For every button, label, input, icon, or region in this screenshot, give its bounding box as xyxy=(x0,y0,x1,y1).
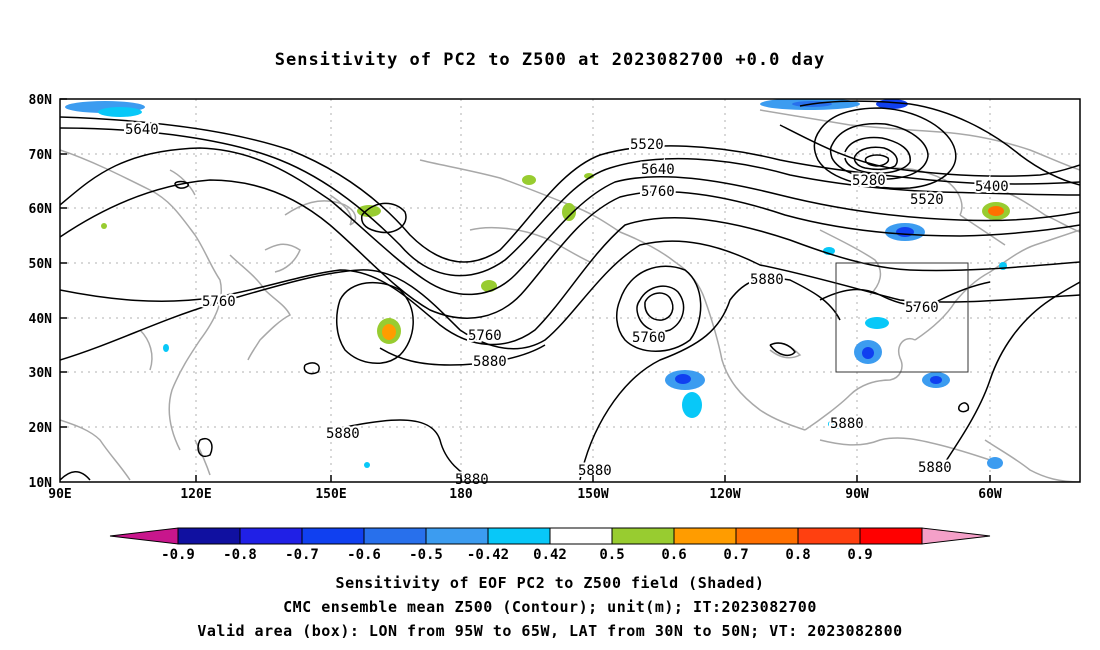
colorbar-tick-label: -0.7 xyxy=(285,547,319,563)
colorbar-segment xyxy=(177,527,241,545)
colorbar: -0.9 -0.8 -0.7 -0.6 -0.5 -0.42 0.42 0.5 0.6 0.7 0.… xyxy=(109,527,991,563)
contour-label: 5760 xyxy=(641,184,675,200)
colorbar-tick-label: 0.8 xyxy=(785,547,810,563)
lat-label: 10N xyxy=(29,476,53,491)
contour-label: 5880 xyxy=(473,354,507,370)
colorbar-max-arrow xyxy=(921,527,991,545)
colorbar-tick-label: 0.42 xyxy=(533,547,567,563)
contour-label: 5280 xyxy=(852,173,886,189)
colorbar-tick-label: 0.5 xyxy=(599,547,624,563)
colorbar-segment xyxy=(859,527,923,545)
colorbar-tick-label: -0.6 xyxy=(347,547,381,563)
lon-label: 90W xyxy=(845,487,869,502)
contour-labels: 5640 5520 5640 5760 5280 5400 5520 5760 … xyxy=(123,120,1011,490)
contour-label: 5880 xyxy=(750,272,784,288)
colorbar-segment xyxy=(611,527,675,545)
colorbar-min-arrow xyxy=(109,527,179,545)
longitude-labels: 90E 120E 150E 180 150W 120W 90W 60W xyxy=(48,487,1002,502)
colorbar-segment xyxy=(239,527,303,545)
grid-lines xyxy=(60,99,1080,482)
colorbar-segment xyxy=(301,527,365,545)
lon-label: 150E xyxy=(315,487,346,502)
colorbar-tick-label: -0.8 xyxy=(223,547,257,563)
map-frame xyxy=(59,98,1081,483)
contour-label: 5400 xyxy=(975,179,1009,195)
colorbar-segment xyxy=(425,527,489,545)
colorbar-tick-label: -0.42 xyxy=(467,547,509,563)
lon-label: 150W xyxy=(577,487,608,502)
contour-label: 5880 xyxy=(830,416,864,432)
caption-line-1: Sensitivity of EOF PC2 to Z500 field (Sh… xyxy=(335,574,765,592)
valid-area-box xyxy=(835,262,969,373)
colorbar-tick-label: 0.6 xyxy=(661,547,686,563)
contour-label: 5760 xyxy=(905,300,939,316)
coastlines xyxy=(60,109,1080,482)
caption-line-2: CMC ensemble mean Z500 (Contour); unit(m… xyxy=(283,598,817,616)
colorbar-tick-label: -0.9 xyxy=(161,547,195,563)
lat-label: 40N xyxy=(29,312,53,327)
colorbar-tick-label: -0.5 xyxy=(409,547,443,563)
axis-ticks xyxy=(60,98,991,482)
plot-title: Sensitivity of PC2 to Z500 at 2023082700… xyxy=(274,50,826,70)
lon-label: 120W xyxy=(709,487,740,502)
lat-label: 20N xyxy=(29,421,53,436)
colorbar-segment xyxy=(673,527,737,545)
sensitivity-shading xyxy=(65,99,1010,469)
colorbar-segment xyxy=(549,527,613,545)
contour-label: 5520 xyxy=(630,137,664,153)
colorbar-tick-label: 0.9 xyxy=(847,547,872,563)
lat-label: 60N xyxy=(29,202,53,217)
caption-line-3: Valid area (box): LON from 95W to 65W, L… xyxy=(197,622,903,640)
contour-label: 5880 xyxy=(918,460,952,476)
lon-label: 180 xyxy=(449,487,473,502)
lon-label: 60W xyxy=(978,487,1002,502)
lon-label: 120E xyxy=(180,487,211,502)
contour-label: 5520 xyxy=(910,192,944,208)
lat-label: 80N xyxy=(29,93,53,108)
contour-label: 5640 xyxy=(125,122,159,138)
contour-label: 5760 xyxy=(202,294,236,310)
contour-label: 5880 xyxy=(578,463,612,479)
contour-label: 5880 xyxy=(326,426,360,442)
lat-label: 70N xyxy=(29,148,53,163)
colorbar-segment xyxy=(797,527,861,545)
contour-label: 5640 xyxy=(641,162,675,178)
z500-contours xyxy=(60,100,1080,482)
colorbar-segment xyxy=(735,527,799,545)
colorbar-segment xyxy=(487,527,551,545)
lat-label: 50N xyxy=(29,257,53,272)
contour-label: 5760 xyxy=(632,330,666,346)
lat-label: 30N xyxy=(29,366,53,381)
lon-label: 90E xyxy=(48,487,71,502)
latitude-labels: 80N 70N 60N 50N 40N 30N 20N 10N xyxy=(29,93,53,491)
contour-label: 5760 xyxy=(468,328,502,344)
colorbar-tick-label: 0.7 xyxy=(723,547,748,563)
colorbar-segment xyxy=(363,527,427,545)
contour-label: 5880 xyxy=(455,472,489,488)
